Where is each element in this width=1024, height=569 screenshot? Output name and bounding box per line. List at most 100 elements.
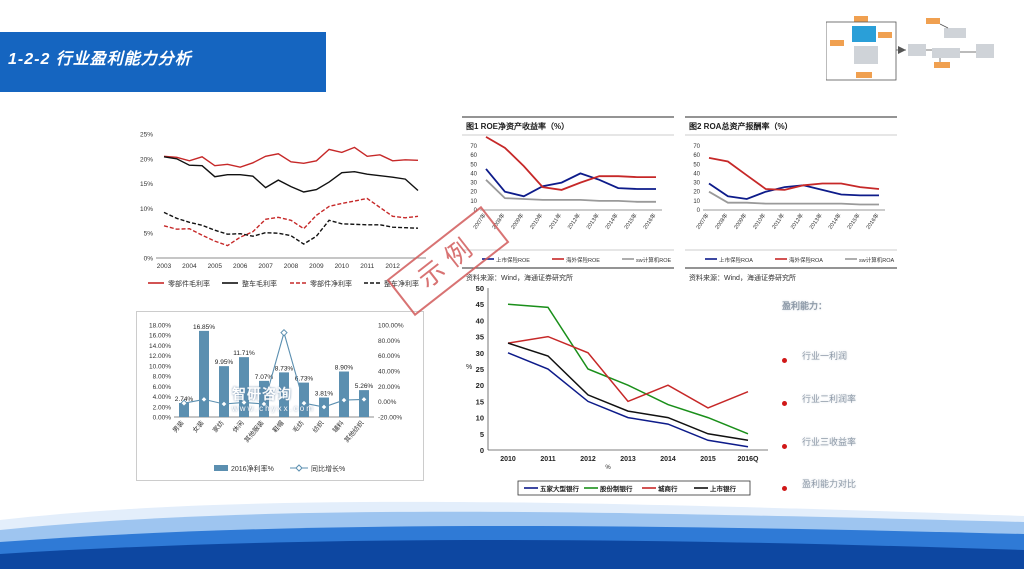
y-tick-label: 40 [476,316,484,325]
y-tick-label: 25% [140,132,153,139]
y-tick-label: 35 [476,333,484,342]
y-tick-label: 15 [476,397,484,406]
x-tick-label: 2015 [700,456,716,463]
diagram-arrow [898,46,906,54]
y-axis-label: % [466,364,472,371]
bar-value-label: 2.74% [175,396,194,403]
growth-marker [300,399,308,407]
legend-label: sw计算机ROE [636,256,671,264]
legend-marker [295,464,303,472]
roa-chart: 图2 ROA总资产报酬率（%） 0 10 20 30 40 50 60 70 2007年 2008年… [685,116,899,271]
series-line [708,157,880,191]
series-line [485,168,656,198]
diagram-box [854,16,868,22]
legend-label: 五家大型银行 [540,484,580,493]
x-tick-label: 2011年 [770,211,787,230]
series-line [708,182,879,200]
x-tick-label: 2008年 [713,211,730,231]
y-tick-label: 5 [480,430,484,439]
bar-value-label: 5.26% [355,383,374,390]
bar [339,371,349,417]
y-tick-label: 40 [470,171,477,177]
y-tick-label: 20 [470,190,477,196]
legend-label: 上市保险ROE [496,256,530,264]
y-tick-label: 30 [693,181,700,187]
growth-marker [360,395,368,404]
y-tick-label: 20 [476,381,484,390]
bullet-item-4: 盈利能力对比 [802,479,857,489]
growth-marker [320,403,328,411]
x-tick-label: 2015年 [845,211,862,231]
x-tick-label: 2007年 [694,211,711,231]
roe-source: 资料来源：Wind，海通证券研究所 [466,275,573,282]
x-tick-label: 2014年 [603,211,620,231]
y-left-tick-label: 18.00% [149,323,171,330]
y-left-tick-label: 0.00% [153,415,172,422]
diagram-box [908,44,926,56]
x-tick-label: 2003 [157,263,172,270]
footer-decoration [0,501,1024,569]
y-tick-label: 0 [474,208,478,214]
diagram-box [856,72,872,78]
roa-source: 资料来源：Wind，海通证券研究所 [689,275,796,282]
diagram-box [830,40,844,46]
bullet-dot [782,401,787,406]
diagram-box [878,32,892,38]
y-tick-label: 20 [693,190,700,196]
bar [219,366,229,417]
x-tick-label: 2006 [233,263,248,270]
bullet-dot [782,444,787,449]
diagram-box [926,18,940,24]
chart-title: 图2 ROA总资产报酬率（%） [689,121,793,131]
x-tick-label: 2012 [580,456,596,463]
y-right-tick-label: 100.00% [378,323,404,330]
bar-value-label: 6.73% [295,376,314,383]
bar-value-label: 16.85% [193,324,215,331]
x-tick-label: 2009 [309,263,324,270]
diagram-box [932,48,960,58]
x-tick-label: 2010年 [528,211,545,231]
bar-value-label: 11.71% [233,350,255,357]
x-tick-label: 2013年 [807,211,824,231]
bullet-dot [782,358,787,363]
growth-marker [240,398,248,407]
legend-label: 同比增长% [311,464,345,473]
legend-label: 上市银行 [710,484,737,493]
x-tick-label: 2016年 [641,211,658,231]
x-tick-label: 2010 [335,263,350,270]
roe-chart: 图1 ROE净资产收益率（%） 0 10 20 30 40 50 60 70 2007年 2008年… [462,116,676,271]
bullet-item-1: 行业一利润 [802,351,848,361]
legend-label: 城商行 [658,484,678,493]
growth-marker [200,395,208,404]
diagram-box [852,26,876,42]
growth-marker [340,396,348,404]
y-tick-label: 0 [480,446,484,455]
diagram-box [976,44,994,58]
bar [239,357,249,417]
x-tick-label: 2010年 [751,211,768,231]
page-title: 1-2-2 行业盈利能力分析 [8,51,192,68]
bar [179,402,189,417]
diagram-box [944,28,966,38]
banks-chart: 0 5 10 15 20 25 30 35 40 45 50% 2010 2011 2012 2013 201… [462,282,772,500]
diagram-box [854,46,878,64]
y-left-tick-label: 2.00% [153,404,172,411]
x-tick-label: 2004 [182,263,197,270]
margins-chart: 0% 5% 10% 15% 20% 25% 2003 2004 2005 2006 2007 2008… [130,126,430,296]
y-tick-label: 30 [476,349,484,358]
series-line [163,197,419,247]
y-tick-label: 15% [140,181,153,188]
x-tick-label: 2014 [660,456,676,463]
bar-value-label: 9.95% [215,359,234,366]
x-tick-label: 2016Q [737,456,759,463]
net-margin-bar-chart: 0.00% 2.00% 4.00% 6.00% 8.00% 10.00% 12.00% 14.… [136,311,424,481]
y-left-tick-label: 10.00% [149,363,171,370]
legend-label: 零部件毛利率 [168,279,210,288]
y-right-tick-label: 20.00% [378,384,400,391]
y-tick-label: 10 [476,414,484,423]
chart-title: 图1 ROE净资产收益率（%） [466,121,569,131]
series-line [163,211,419,245]
x-tick-label: 2014年 [826,211,843,231]
x-tick-label: 2013 [620,456,636,463]
y-tick-label: 70 [693,144,700,150]
